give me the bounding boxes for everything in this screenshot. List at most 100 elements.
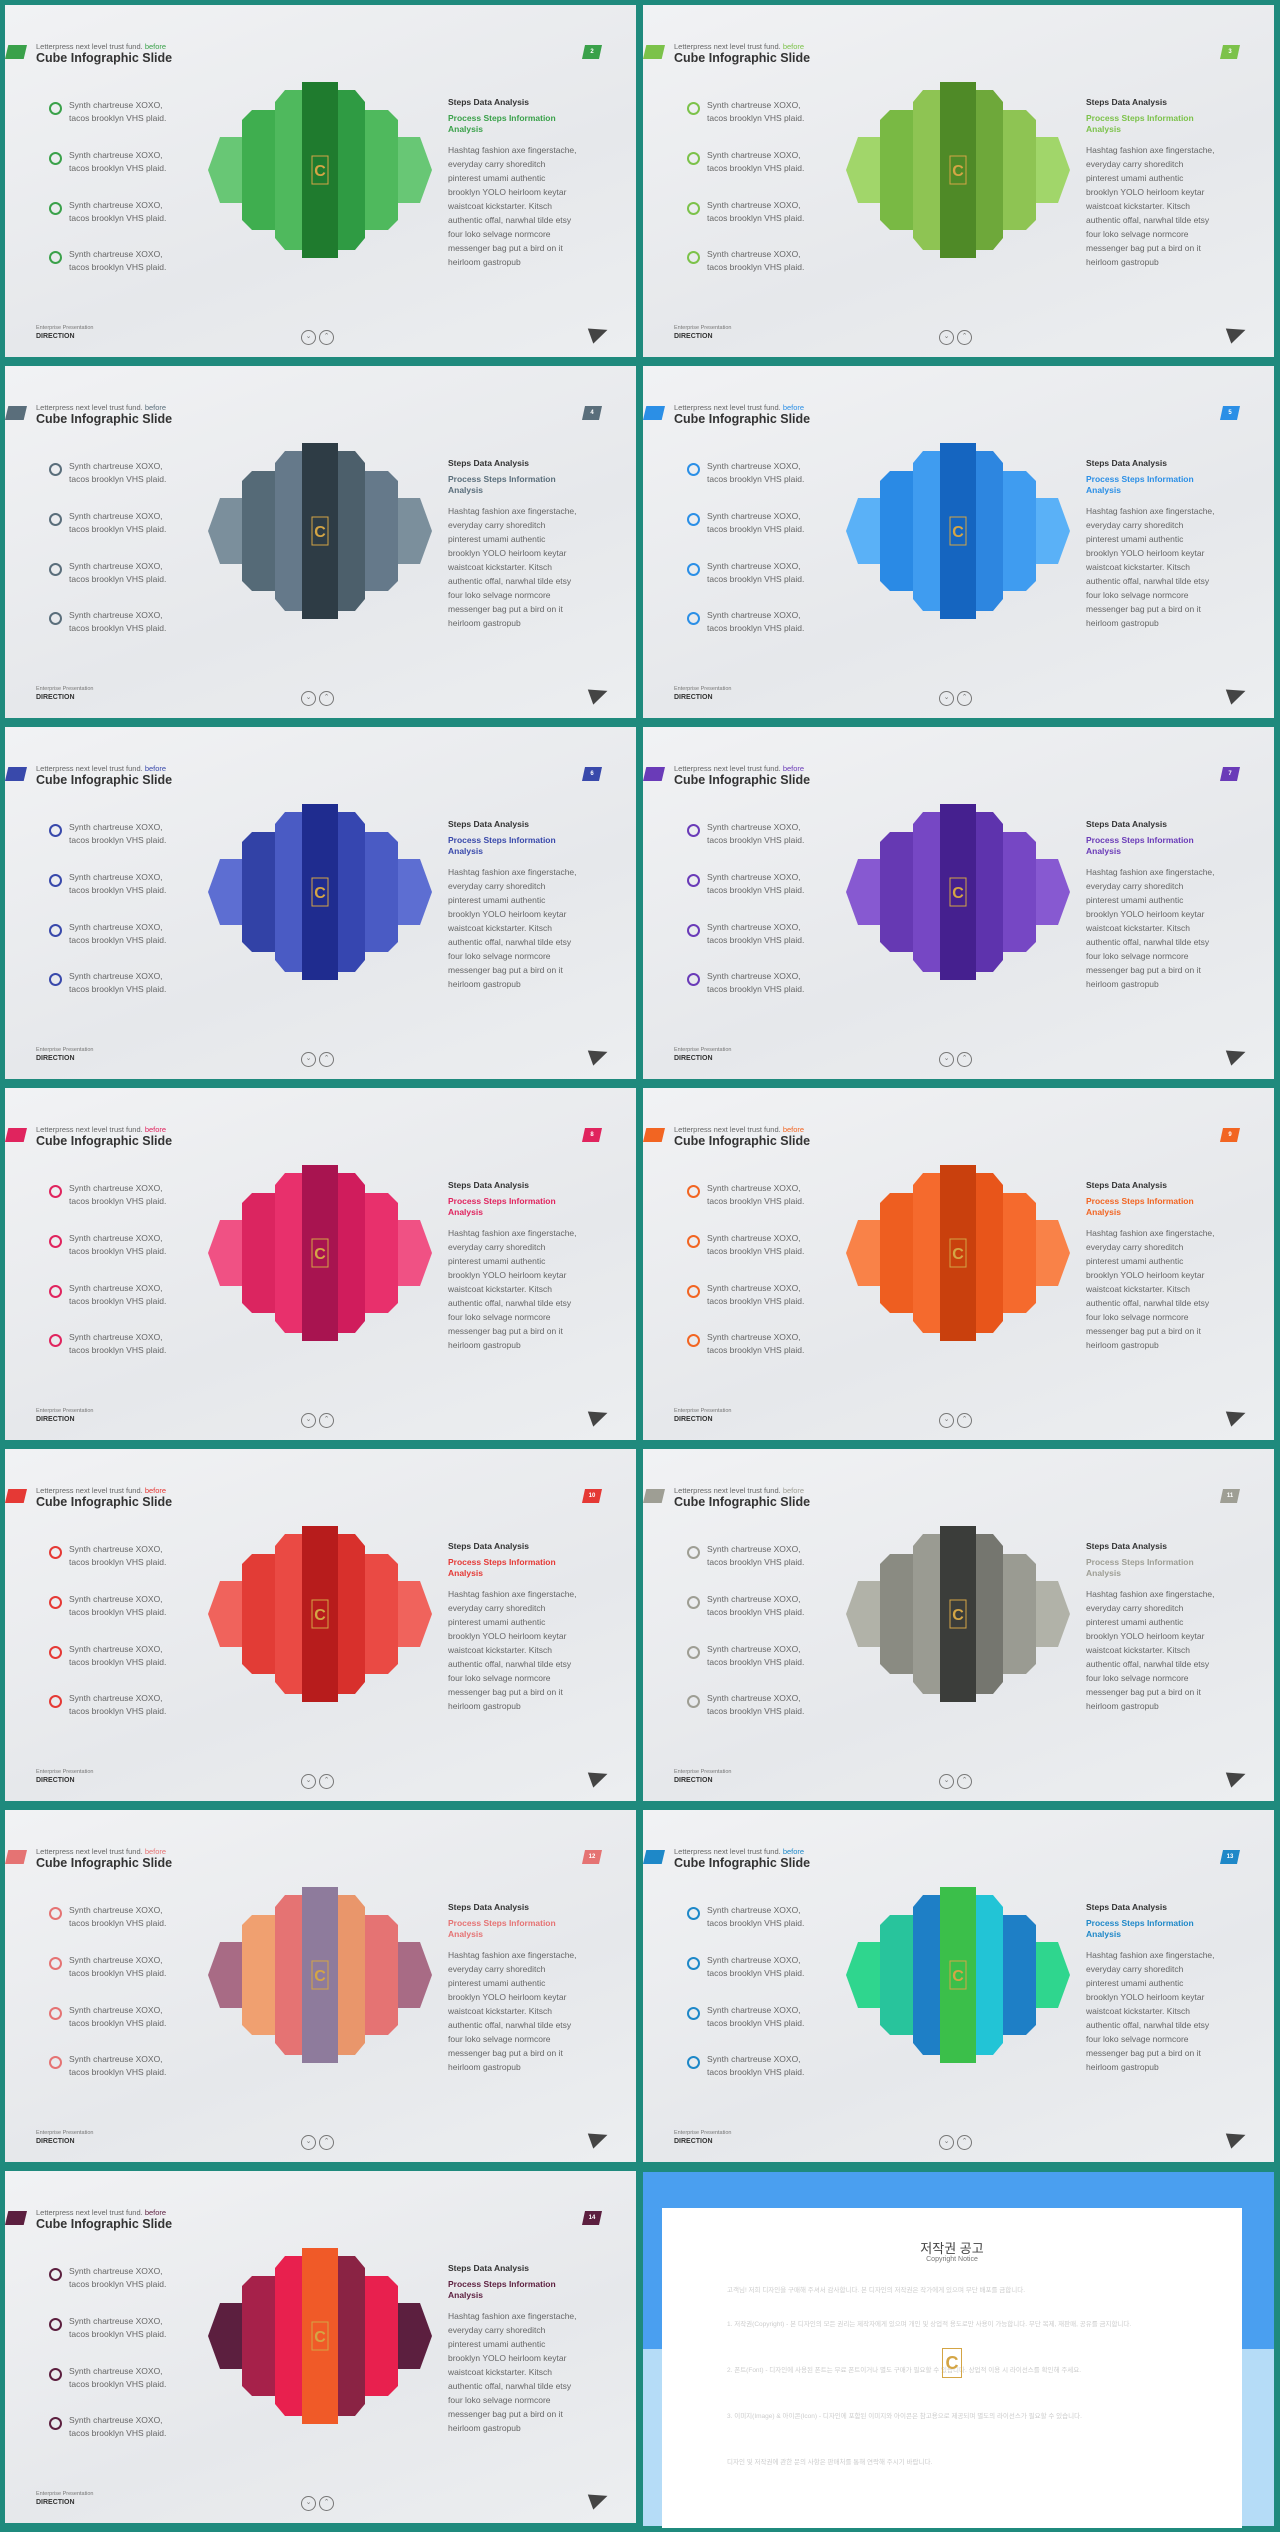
feature-icon (49, 2368, 62, 2381)
info-panel: Steps Data Analysis Process Steps Informa… (448, 1900, 578, 2074)
cube-inner-right (365, 832, 398, 952)
cube-inner-left (880, 832, 913, 952)
cube-inner-left (242, 832, 275, 952)
chevron-down-button[interactable]: ⌄ (939, 1774, 954, 1789)
chevron-down-button[interactable]: ⌄ (939, 2135, 954, 2150)
feature-item: Synth chartreuse XOXO, tacos brooklyn VH… (687, 199, 817, 224)
subtitle-text: Letterpress next level trust fund. (36, 1847, 143, 1856)
cube-mid-left (913, 1895, 940, 2055)
slide-subtitle: Letterpress next level trust fund. befor… (36, 2208, 166, 2217)
info-panel: Steps Data Analysis Process Steps Informa… (448, 817, 578, 991)
slide-navigation: ⌄ ⌃ (939, 686, 975, 706)
slide-color-tag (5, 1489, 27, 1503)
panel-subheading: Process Steps Information Analysis (448, 835, 556, 856)
feature-text: Synth chartreuse XOXO, tacos brooklyn VH… (707, 150, 805, 173)
feature-item: Synth chartreuse XOXO, tacos brooklyn VH… (49, 460, 179, 485)
info-panel: Steps Data Analysis Process Steps Informa… (1086, 1900, 1216, 2074)
footer-title: DIRECTION (36, 2499, 75, 2506)
feature-item: Synth chartreuse XOXO, tacos brooklyn VH… (49, 871, 179, 896)
chevron-up-button[interactable]: ⌃ (319, 2135, 334, 2150)
chevron-down-button[interactable]: ⌄ (939, 1052, 954, 1067)
logo-letter-icon: C (952, 1246, 964, 1263)
chevron-up-button[interactable]: ⌃ (319, 2496, 334, 2511)
feature-icon (687, 563, 700, 576)
logo-letter-icon: C (952, 885, 964, 902)
logo-icon (311, 1960, 329, 1990)
slide-color-tag (643, 767, 665, 781)
logo-letter-icon: C (314, 1968, 326, 1985)
cube-inner-right (365, 471, 398, 591)
cube-mid-right (338, 1534, 365, 1694)
cube-mid-right (976, 90, 1003, 250)
panel-subheading: Process Steps Information Analysis (448, 1557, 556, 1578)
panel-body: Hashtag fashion axe fingerstache, everyd… (1086, 506, 1215, 628)
slide: 7 Letterpress next level trust fund. befo… (643, 727, 1274, 1079)
feature-icon (49, 1285, 62, 1298)
cube-mid-right (976, 451, 1003, 611)
feature-icon (687, 152, 700, 165)
feature-icon (49, 152, 62, 165)
feature-item: Synth chartreuse XOXO, tacos brooklyn VH… (687, 1182, 817, 1207)
logo-letter-icon: C (314, 2329, 326, 2346)
slide-subtitle: Letterpress next level trust fund. befor… (674, 1125, 804, 1134)
chevron-up-button[interactable]: ⌃ (319, 691, 334, 706)
slide-title: Cube Infographic Slide (674, 773, 811, 787)
chevron-up-button[interactable]: ⌃ (957, 691, 972, 706)
footer-label: Enterprise Presentation (36, 1408, 94, 1414)
panel-heading: Steps Data Analysis (1086, 97, 1167, 107)
chevron-up-button[interactable]: ⌃ (957, 330, 972, 345)
chevron-up-button[interactable]: ⌃ (319, 1052, 334, 1067)
chevron-up-button[interactable]: ⌃ (319, 1774, 334, 1789)
slide-subtitle: Letterpress next level trust fund. befor… (36, 1125, 166, 1134)
info-panel: Steps Data Analysis Process Steps Informa… (1086, 817, 1216, 991)
chevron-down-button[interactable]: ⌄ (301, 1774, 316, 1789)
feature-icon (687, 102, 700, 115)
feature-icon (687, 513, 700, 526)
feature-text: Synth chartreuse XOXO, tacos brooklyn VH… (707, 1693, 805, 1716)
chevron-up-button[interactable]: ⌃ (957, 1052, 972, 1067)
footer-title: DIRECTION (674, 333, 713, 340)
slide-navigation: ⌄ ⌃ (939, 2130, 975, 2150)
chevron-down-button[interactable]: ⌄ (939, 330, 954, 345)
slide-title: Cube Infographic Slide (674, 1856, 811, 1870)
chevron-down-button[interactable]: ⌄ (301, 330, 316, 345)
panel-heading: Steps Data Analysis (448, 1541, 529, 1551)
slide-number-badge: 4 (582, 406, 602, 420)
chevron-down-button[interactable]: ⌄ (939, 691, 954, 706)
cube-outer-left (208, 1581, 242, 1647)
slide-navigation: ⌄ ⌃ (939, 1047, 975, 1067)
feature-icon (49, 973, 62, 986)
feature-text: Synth chartreuse XOXO, tacos brooklyn VH… (69, 2415, 167, 2438)
chevron-up-button[interactable]: ⌃ (957, 1413, 972, 1428)
cube-inner-left (242, 1554, 275, 1674)
feature-icon (49, 1957, 62, 1970)
chevron-up-button[interactable]: ⌃ (957, 1774, 972, 1789)
cube-outer-left (846, 1581, 880, 1647)
chevron-down-button[interactable]: ⌄ (939, 1413, 954, 1428)
slide: 5 Letterpress next level trust fund. befo… (643, 366, 1274, 718)
cube-inner-right (365, 2276, 398, 2396)
feature-icon (687, 463, 700, 476)
chevron-up-button[interactable]: ⌃ (319, 1413, 334, 1428)
slide: 9 Letterpress next level trust fund. befo… (643, 1088, 1274, 1440)
feature-text: Synth chartreuse XOXO, tacos brooklyn VH… (69, 2316, 167, 2339)
chevron-down-button[interactable]: ⌄ (301, 1052, 316, 1067)
cube-center (302, 443, 338, 619)
chevron-down-button[interactable]: ⌄ (301, 2496, 316, 2511)
chevron-down-button[interactable]: ⌄ (301, 2135, 316, 2150)
cube-outer-left (208, 498, 242, 564)
slide-color-tag (5, 406, 27, 420)
chevron-down-button[interactable]: ⌄ (301, 691, 316, 706)
chevron-up-button[interactable]: ⌃ (319, 330, 334, 345)
cube-center (940, 804, 976, 980)
chevron-up-button[interactable]: ⌃ (957, 2135, 972, 2150)
logo-letter-icon: C (314, 1246, 326, 1263)
panel-body: Hashtag fashion axe fingerstache, everyd… (1086, 1589, 1215, 1711)
chevron-down-button[interactable]: ⌄ (301, 1413, 316, 1428)
slide-number-badge: 14 (582, 2211, 602, 2225)
feature-text: Synth chartreuse XOXO, tacos brooklyn VH… (707, 561, 805, 584)
footer-label: Enterprise Presentation (674, 686, 732, 692)
cube-mid-left (275, 90, 302, 250)
footer-label: Enterprise Presentation (674, 1769, 732, 1775)
footer-label: Enterprise Presentation (674, 1047, 732, 1053)
